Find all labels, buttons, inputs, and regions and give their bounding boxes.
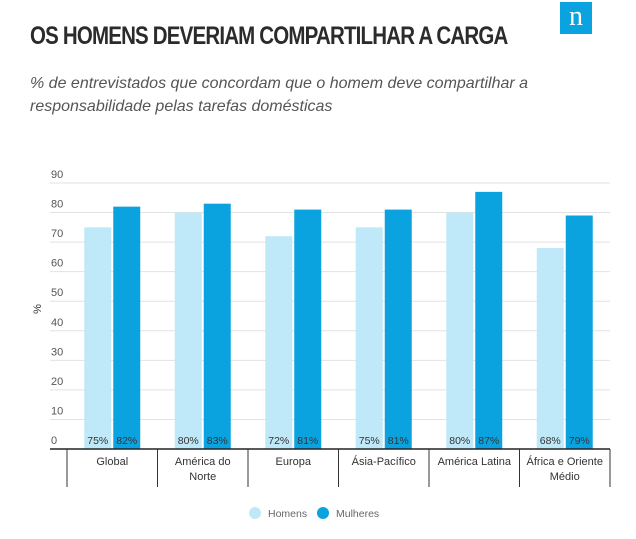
bar-mulheres	[294, 209, 322, 449]
bar-homens	[265, 236, 293, 449]
x-tick-label: Europa	[276, 456, 312, 468]
bar-homens	[355, 227, 383, 449]
x-tick-label: Ásia-Pacífico	[352, 455, 416, 468]
x-tick-label: América Latina	[438, 456, 512, 468]
bar-value-label: 80%	[178, 435, 199, 447]
bar-homens	[84, 227, 112, 449]
chart-title: OS HOMENS DEVERIAM COMPARTILHAR A CARGA	[30, 22, 508, 50]
y-tick-label: 70	[51, 228, 63, 240]
y-tick-label: 50	[51, 287, 63, 299]
bar-value-label: 75%	[87, 435, 108, 447]
bar-value-label: 75%	[359, 435, 380, 447]
y-tick-label: 0	[51, 435, 57, 447]
legend-label-mulheres: Mulheres	[336, 508, 379, 520]
y-tick-label: 30	[51, 346, 63, 358]
x-tick-label: Médio	[550, 471, 580, 483]
y-tick-label: 20	[51, 376, 63, 388]
legend-swatch-mulheres	[317, 507, 329, 519]
bar-value-label: 81%	[388, 435, 409, 447]
x-tick-label: Global	[96, 456, 128, 468]
legend-swatch-homens	[249, 507, 261, 519]
bar-value-label: 68%	[540, 435, 561, 447]
bar-mulheres	[565, 215, 593, 449]
bar-value-label: 81%	[297, 435, 318, 447]
y-tick-label: 10	[51, 405, 63, 417]
bar-homens	[174, 212, 202, 449]
x-tick-label: África e Oriente	[527, 455, 603, 468]
bar-mulheres	[113, 206, 141, 449]
bar-value-label: 82%	[116, 435, 137, 447]
bar-homens	[446, 212, 474, 449]
x-tick-label: Norte	[189, 471, 216, 483]
bar-value-label: 83%	[207, 435, 228, 447]
bar-value-label: 79%	[569, 435, 590, 447]
bar-mulheres	[475, 191, 503, 449]
y-tick-label: 40	[51, 317, 63, 329]
bar-value-label: 72%	[268, 435, 289, 447]
bar-mulheres	[203, 203, 231, 449]
y-tick-label: 60	[51, 258, 63, 270]
x-tick-label: América do	[175, 456, 231, 468]
bar-homens	[536, 248, 564, 449]
bar-value-label: 87%	[478, 435, 499, 447]
bar-value-label: 80%	[449, 435, 470, 447]
y-tick-label: 80	[51, 199, 63, 211]
bar-mulheres	[384, 209, 412, 449]
chart-subtitle: % de entrevistados que concordam que o h…	[30, 75, 529, 115]
y-tick-label: 90	[51, 169, 63, 181]
legend-label-homens: Homens	[268, 508, 307, 520]
brand-logo: n	[560, 2, 592, 34]
y-axis-label: %	[32, 304, 44, 314]
